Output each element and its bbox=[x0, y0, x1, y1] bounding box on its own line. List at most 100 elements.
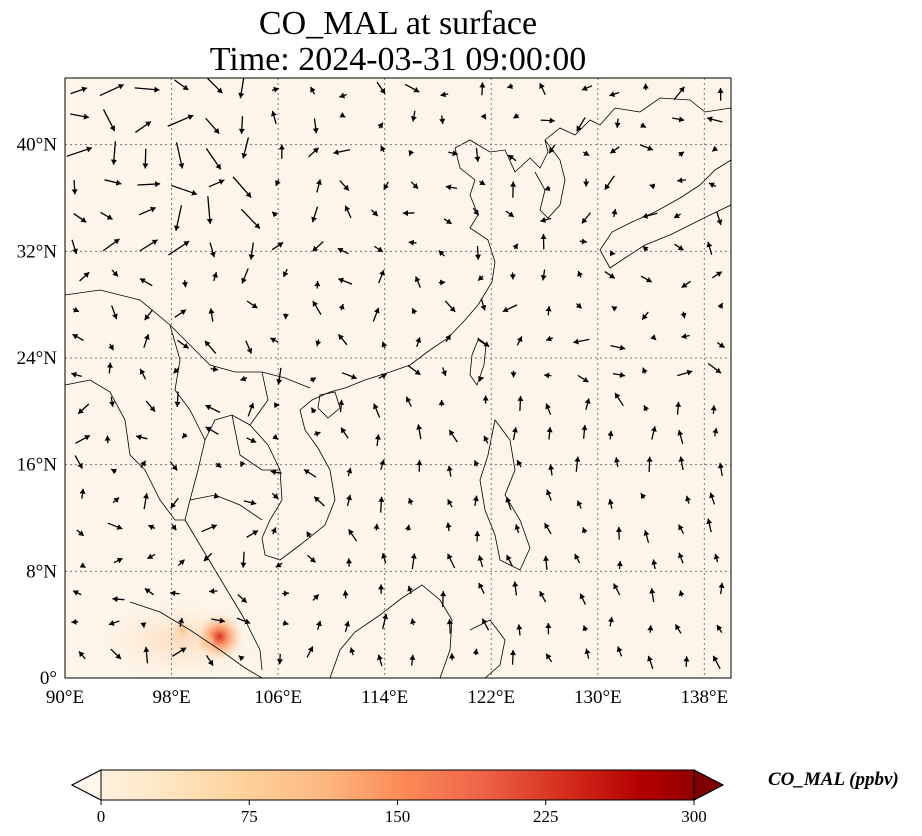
wind-arrow bbox=[477, 337, 490, 348]
wind-arrow bbox=[604, 175, 615, 190]
wind-arrow bbox=[212, 272, 218, 282]
wind-arrow bbox=[477, 275, 484, 282]
wind-arrow bbox=[376, 81, 386, 95]
wind-arrow bbox=[411, 307, 418, 314]
colorbar-tick-labels: 0 75 150 225 300 bbox=[97, 800, 707, 826]
wind-arrow bbox=[639, 144, 654, 151]
wind-arrow bbox=[282, 590, 289, 597]
wind-arrow bbox=[680, 311, 687, 319]
wind-arrow bbox=[275, 179, 281, 187]
wind-arrow bbox=[409, 654, 416, 666]
wind-arrow bbox=[513, 113, 520, 119]
wind-arrow bbox=[313, 431, 321, 437]
wind-arrow bbox=[208, 179, 225, 188]
colorbar-tick-label: 300 bbox=[681, 807, 707, 826]
wind-arrow bbox=[480, 113, 487, 120]
wind-arrow bbox=[143, 493, 149, 510]
wind-arrow bbox=[510, 370, 517, 378]
wind-arrow bbox=[708, 182, 717, 188]
wind-arrow bbox=[607, 616, 614, 627]
wind-arrow bbox=[144, 587, 155, 596]
wind-arrow bbox=[516, 336, 523, 346]
wind-arrow bbox=[271, 211, 278, 218]
wind-arrow bbox=[408, 149, 415, 157]
wind-arrow bbox=[79, 562, 86, 569]
wind-arrow bbox=[516, 459, 523, 468]
wind-arrow bbox=[112, 496, 120, 504]
wind-arrow bbox=[111, 269, 119, 277]
wind-arrow bbox=[348, 528, 358, 542]
wind-arrow bbox=[441, 367, 447, 377]
colorbar-min-extend bbox=[70, 769, 102, 801]
wind-arrow bbox=[545, 622, 552, 635]
wind-arrow bbox=[203, 552, 213, 562]
wind-arrow bbox=[204, 340, 217, 354]
wind-arrow bbox=[640, 122, 647, 129]
wind-arrow bbox=[374, 434, 381, 447]
map-time-subtitle: Time: 2024-03-31 09:00:00 bbox=[209, 41, 587, 78]
wind-arrow bbox=[507, 154, 517, 162]
wind-arrow bbox=[210, 366, 219, 372]
wind-arrow bbox=[438, 399, 445, 407]
wind-arrow bbox=[337, 247, 349, 255]
wind-arrow bbox=[205, 426, 219, 435]
wind-arrow bbox=[314, 281, 321, 289]
wind-arrow bbox=[246, 437, 257, 443]
wind-arrow bbox=[245, 340, 253, 354]
wind-arrow bbox=[241, 268, 249, 284]
wind-arrow bbox=[444, 300, 456, 313]
wind-arrow bbox=[510, 181, 517, 198]
wind-arrow bbox=[102, 109, 116, 132]
hotspot-2 bbox=[196, 633, 216, 654]
lon-tick-label: 98°E bbox=[152, 687, 190, 708]
lon-tick-label: 106°E bbox=[254, 687, 302, 708]
wind-arrow bbox=[473, 460, 480, 467]
wind-arrow bbox=[316, 620, 322, 630]
wind-arrow bbox=[99, 83, 125, 97]
wind-arrow bbox=[716, 342, 725, 349]
wind-arrow bbox=[342, 590, 349, 599]
wind-arrow bbox=[543, 555, 550, 570]
wind-arrow bbox=[678, 524, 685, 535]
wind-arrow bbox=[213, 492, 220, 499]
wind-arrow bbox=[614, 457, 620, 467]
wind-arrow bbox=[479, 179, 486, 186]
wind-arrow bbox=[650, 426, 657, 440]
wind-arrow bbox=[675, 401, 682, 415]
wind-arrow bbox=[107, 522, 123, 530]
wind-arrow bbox=[147, 553, 156, 560]
wind-arrow bbox=[238, 655, 245, 662]
wind-arrow bbox=[716, 624, 723, 633]
wind-arrow bbox=[240, 208, 261, 230]
wind-arrow bbox=[713, 553, 720, 563]
wind-arrow bbox=[111, 305, 118, 320]
wind-arrow bbox=[381, 341, 388, 349]
wind-vectors bbox=[66, 78, 725, 670]
wind-arrow bbox=[170, 590, 180, 597]
wind-arrow bbox=[540, 269, 547, 281]
lat-tick-label: 8°N bbox=[26, 561, 57, 582]
wind-arrow bbox=[584, 648, 591, 659]
wind-arrow bbox=[237, 594, 248, 604]
wind-arrow bbox=[717, 302, 724, 309]
wind-arrow bbox=[440, 591, 447, 608]
wind-arrow bbox=[415, 337, 422, 348]
wind-arrow bbox=[711, 145, 719, 152]
wind-arrow bbox=[540, 233, 547, 250]
wind-arrow bbox=[72, 590, 82, 596]
wind-arrow bbox=[439, 115, 446, 125]
wind-arrow bbox=[649, 588, 656, 603]
wind-arrow bbox=[685, 495, 691, 504]
wind-arrow bbox=[143, 334, 150, 348]
wind-arrow bbox=[338, 277, 353, 285]
wind-arrow bbox=[607, 498, 614, 509]
wind-arrow bbox=[481, 618, 490, 631]
wind-arrow bbox=[205, 147, 222, 170]
wind-arrow bbox=[475, 246, 481, 260]
wind-arrow bbox=[647, 655, 654, 670]
wind-arrow bbox=[545, 335, 554, 342]
wind-arrow bbox=[711, 271, 723, 279]
wind-arrow bbox=[73, 213, 87, 223]
wind-arrow bbox=[576, 500, 583, 509]
